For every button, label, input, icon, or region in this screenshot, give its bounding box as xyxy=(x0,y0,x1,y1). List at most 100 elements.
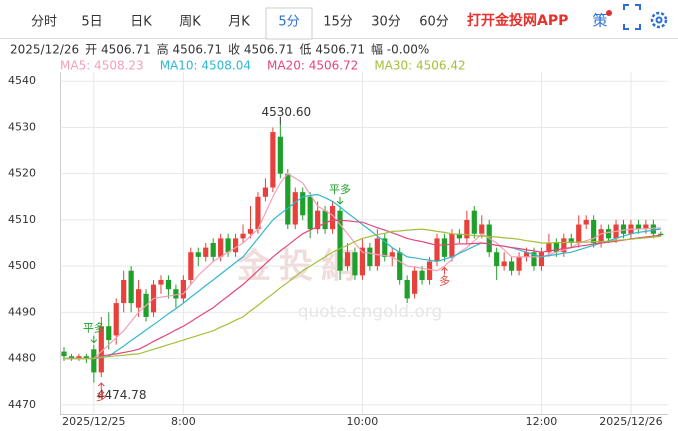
tab[interactable]: 5分 xyxy=(278,15,299,30)
min-label: 4474.78 xyxy=(97,388,147,402)
legend-entry: MA5: 4508.23 xyxy=(60,59,144,73)
candle-body xyxy=(300,192,306,216)
candle-body xyxy=(479,224,485,234)
tab[interactable]: 60分 xyxy=(419,15,449,30)
candle-body xyxy=(337,210,343,271)
signal-arrow xyxy=(90,335,98,344)
candle-body xyxy=(83,356,89,359)
tab[interactable]: 30分 xyxy=(371,15,401,30)
x-tick-label: 8:00 xyxy=(171,415,196,428)
ma-line xyxy=(64,219,661,360)
candle-body xyxy=(270,132,276,188)
candle-body xyxy=(180,279,186,299)
candle-body xyxy=(113,303,119,336)
candle-body xyxy=(203,247,209,257)
candle-body xyxy=(68,356,75,359)
candle-body xyxy=(225,238,231,253)
candle-body xyxy=(501,261,507,267)
max-label: 4530.60 xyxy=(262,105,312,119)
signal-label: 平多 xyxy=(329,182,351,196)
candle-body xyxy=(382,238,388,257)
candle-body xyxy=(277,136,283,174)
ma-line xyxy=(64,172,661,360)
tab[interactable]: 分时 xyxy=(31,15,57,30)
candle-body xyxy=(218,238,224,257)
active-tab-box xyxy=(265,7,313,40)
candle-body xyxy=(412,270,418,294)
candle-body xyxy=(374,238,380,267)
candle-body xyxy=(576,224,582,243)
candle-body xyxy=(523,252,530,257)
tab[interactable]: 5日 xyxy=(81,15,102,30)
candle-body xyxy=(255,196,261,230)
candle-body xyxy=(635,224,642,230)
legend-entry: MA20: 4506.72 xyxy=(267,59,358,73)
signal-label: 多 xyxy=(439,273,450,287)
candle-body xyxy=(441,238,448,257)
signal-label: 多 xyxy=(96,389,107,403)
candle-body xyxy=(397,252,403,280)
candle-body xyxy=(285,173,291,225)
candle-body xyxy=(292,192,298,225)
candle-body xyxy=(620,224,627,234)
candle-body xyxy=(419,270,425,280)
candle-body xyxy=(538,252,545,267)
candle-body xyxy=(658,233,664,236)
candle-body xyxy=(165,279,172,290)
fullscreen-icon[interactable] xyxy=(623,4,641,30)
candle-body xyxy=(247,229,254,234)
candle-body xyxy=(329,206,336,230)
candle-body xyxy=(136,289,142,308)
signal-label: 平多 xyxy=(83,321,105,335)
y-tick-label: 4470 xyxy=(8,398,36,411)
legend-entry: MA10: 4508.04 xyxy=(160,59,251,73)
candle-body xyxy=(173,289,179,299)
y-tick-label: 4530 xyxy=(8,120,36,133)
info-text: 收 4506.71 xyxy=(228,43,293,57)
candle-body xyxy=(106,326,112,341)
x-tick-label: 10:00 xyxy=(347,415,379,428)
info-text: 幅 -0.00% xyxy=(371,42,429,57)
y-tick-label: 4500 xyxy=(8,259,36,272)
candle-body xyxy=(531,252,537,267)
candle-body xyxy=(561,238,567,253)
candle-body xyxy=(553,243,559,253)
candle-body xyxy=(121,279,127,304)
candle-body xyxy=(426,261,433,280)
candle-body xyxy=(76,356,82,359)
y-tick-label: 4480 xyxy=(8,352,36,365)
candle-body xyxy=(359,247,365,276)
candle-body xyxy=(605,229,612,239)
candle-body xyxy=(471,210,477,234)
candle-body xyxy=(389,252,395,257)
candle-body xyxy=(568,238,574,243)
candle-body xyxy=(188,252,194,280)
candle-body xyxy=(91,349,97,373)
y-tick-label: 4490 xyxy=(8,305,36,318)
signal-arrow xyxy=(97,382,105,391)
tab[interactable]: 月K xyxy=(228,15,250,30)
candle-body xyxy=(210,243,216,257)
strategy-icon[interactable]: 策 xyxy=(592,12,607,30)
candle-body xyxy=(598,229,604,243)
candle-body xyxy=(315,210,321,230)
info-text: 开 4506.71 xyxy=(85,43,150,57)
settings-icon[interactable] xyxy=(650,11,668,29)
tab[interactable]: 周K xyxy=(179,15,201,30)
tab[interactable]: 日K xyxy=(130,15,152,30)
candle-body xyxy=(516,256,522,271)
ma-line xyxy=(64,228,661,360)
candle-body xyxy=(195,252,201,257)
tab[interactable]: 15分 xyxy=(323,15,353,30)
candle-body xyxy=(456,233,462,239)
candle-body xyxy=(128,270,134,304)
app-link[interactable]: 打开金投网APP xyxy=(467,12,568,29)
signal-arrow xyxy=(336,197,344,205)
y-tick-label: 4540 xyxy=(8,74,36,87)
signal-arrow xyxy=(441,266,448,275)
candle-body xyxy=(494,252,500,267)
info-text: 2025/12/26 xyxy=(10,43,79,57)
candle-body xyxy=(650,224,656,234)
info-text: 高 4506.71 xyxy=(157,42,222,57)
